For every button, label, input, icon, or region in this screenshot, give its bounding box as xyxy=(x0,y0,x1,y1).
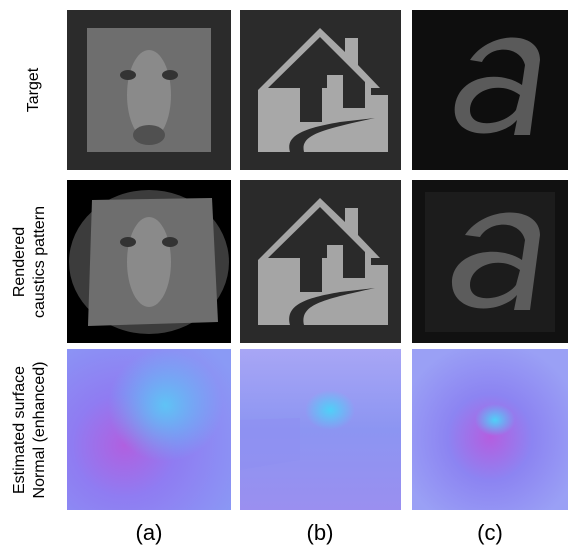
row-label: Target xyxy=(25,67,42,112)
row-label: Normal (enhanced) xyxy=(31,362,48,499)
column-label: (c) xyxy=(477,520,503,545)
rendered-a xyxy=(67,180,231,343)
row-label: Rendered xyxy=(11,227,28,297)
rendered-b xyxy=(240,180,401,343)
column-label: (b) xyxy=(307,520,334,545)
normal-b xyxy=(240,349,401,510)
row-label: Estimated surface xyxy=(11,366,28,494)
figure: Target Rendered caustics pattern Estimat… xyxy=(0,0,568,548)
column-label: (a) xyxy=(136,520,163,545)
row-label: caustics pattern xyxy=(31,206,48,318)
target-a xyxy=(67,10,231,170)
target-c xyxy=(412,10,568,170)
target-b xyxy=(240,10,401,170)
normal-a xyxy=(67,349,231,510)
normal-c xyxy=(412,349,568,510)
rendered-c xyxy=(412,180,568,343)
